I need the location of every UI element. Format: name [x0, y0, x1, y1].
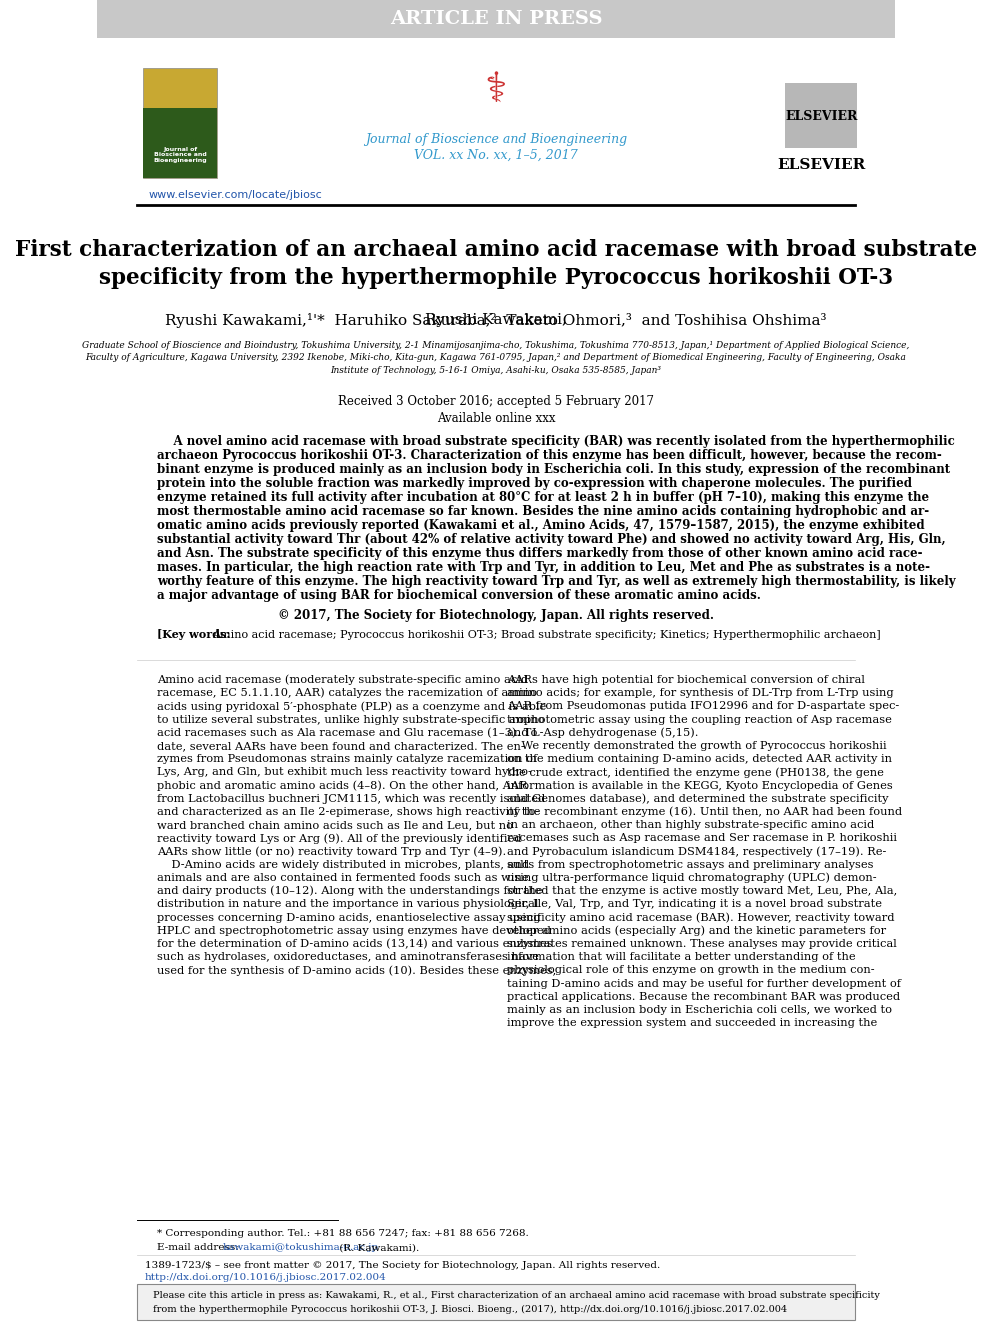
Text: © 2017, The Society for Biotechnology, Japan. All rights reserved.: © 2017, The Society for Biotechnology, J…	[278, 609, 714, 622]
Text: a major advantage of using BAR for biochemical conversion of these aromatic amin: a major advantage of using BAR for bioch…	[157, 590, 761, 602]
Text: from the hyperthermophile Pyrococcus horikoshii OT-3, J. Biosci. Bioeng., (2017): from the hyperthermophile Pyrococcus hor…	[153, 1304, 787, 1314]
Text: archaeon Pyrococcus horikoshii OT-3. Characterization of this enzyme has been di: archaeon Pyrococcus horikoshii OT-3. Cha…	[157, 450, 941, 463]
Text: racemase, EC 5.1.1.10, AAR) catalyzes the racemization of amino: racemase, EC 5.1.1.10, AAR) catalyzes th…	[157, 688, 537, 699]
Text: Ser, Ile, Val, Trp, and Tyr, indicating it is a novel broad substrate: Ser, Ile, Val, Trp, and Tyr, indicating …	[507, 900, 882, 909]
Text: date, several AARs have been found and characterized. The en-: date, several AARs have been found and c…	[157, 741, 525, 751]
Text: Lys, Arg, and Gln, but exhibit much less reactivity toward hydro-: Lys, Arg, and Gln, but exhibit much less…	[157, 767, 532, 778]
Text: on the medium containing D-amino acids, detected AAR activity in: on the medium containing D-amino acids, …	[507, 754, 892, 765]
Text: zymes from Pseudomonas strains mainly catalyze racemization of: zymes from Pseudomonas strains mainly ca…	[157, 754, 538, 765]
Text: ELSEVIER: ELSEVIER	[777, 157, 865, 172]
Text: specificity from the hyperthermophile Pyrococcus horikoshii OT-3: specificity from the hyperthermophile Py…	[99, 267, 893, 288]
Text: the crude extract, identified the enzyme gene (PH0138, the gene: the crude extract, identified the enzyme…	[507, 767, 884, 778]
FancyBboxPatch shape	[137, 1285, 855, 1320]
Text: 1389-1723/$ – see front matter © 2017, The Society for Biotechnology, Japan. All: 1389-1723/$ – see front matter © 2017, T…	[145, 1261, 661, 1270]
Text: information that will facilitate a better understanding of the: information that will facilitate a bette…	[507, 953, 856, 962]
Text: reactivity toward Lys or Arg (9). All of the previously identified: reactivity toward Lys or Arg (9). All of…	[157, 833, 522, 844]
Text: Graduate School of Bioscience and Bioindustry, Tokushima University, 2-1 Minamij: Graduate School of Bioscience and Bioind…	[82, 341, 910, 374]
Text: AARs have high potential for biochemical conversion of chiral: AARs have high potential for biochemical…	[507, 675, 865, 685]
Text: ward branched chain amino acids such as Ile and Leu, but no: ward branched chain amino acids such as …	[157, 820, 513, 831]
Text: racemases such as Asp racemase and Ser racemase in P. horikoshii: racemases such as Asp racemase and Ser r…	[507, 833, 898, 843]
Text: substantial activity toward Thr (about 42% of relative activity toward Phe) and : substantial activity toward Thr (about 4…	[157, 533, 945, 546]
Text: * Corresponding author. Tel.: +81 88 656 7247; fax: +81 88 656 7268.: * Corresponding author. Tel.: +81 88 656…	[157, 1229, 529, 1238]
Text: ELSEVIER: ELSEVIER	[785, 111, 857, 123]
Text: AARs show little (or no) reactivity toward Trp and Tyr (4–9).: AARs show little (or no) reactivity towa…	[157, 847, 506, 857]
Text: specificity amino acid racemase (BAR). However, reactivity toward: specificity amino acid racemase (BAR). H…	[507, 913, 895, 923]
Text: [Key words:: [Key words:	[157, 630, 230, 640]
Text: A novel amino acid racemase with broad substrate specificity (BAR) was recently : A novel amino acid racemase with broad s…	[157, 435, 954, 448]
Text: sults from spectrophotometric assays and preliminary analyses: sults from spectrophotometric assays and…	[507, 860, 874, 869]
Text: phobic and aromatic amino acids (4–8). On the other hand, AAR: phobic and aromatic amino acids (4–8). O…	[157, 781, 528, 791]
Text: enzyme retained its full activity after incubation at 80°C for at least 2 h in b: enzyme retained its full activity after …	[157, 492, 930, 504]
Text: practical applications. Because the recombinant BAR was produced: practical applications. Because the reco…	[507, 992, 901, 1002]
Text: acids using pyridoxal 5′-phosphate (PLP) as a coenzyme and is able: acids using pyridoxal 5′-phosphate (PLP)…	[157, 701, 547, 712]
Text: Ryushi Kawakami,¹'*  Haruhiko Sakuraba,²  Taketo Ohmori,³  and Toshihisa Ohshima: Ryushi Kawakami,¹'* Haruhiko Sakuraba,² …	[166, 312, 826, 328]
Text: and Pyrobaculum islandicum DSM4184, respectively (17–19). Re-: and Pyrobaculum islandicum DSM4184, resp…	[507, 847, 887, 857]
Text: Received 3 October 2016; accepted 5 February 2017: Received 3 October 2016; accepted 5 Febr…	[338, 396, 654, 409]
Text: protein into the soluble fraction was markedly improved by co-expression with ch: protein into the soluble fraction was ma…	[157, 478, 912, 491]
Text: trophotometric assay using the coupling reaction of Asp racemase: trophotometric assay using the coupling …	[507, 714, 892, 725]
Text: mainly as an inclusion body in Escherichia coli cells, we worked to: mainly as an inclusion body in Escherich…	[507, 1005, 892, 1015]
Text: physiological role of this enzyme on growth in the medium con-: physiological role of this enzyme on gro…	[507, 966, 875, 975]
FancyBboxPatch shape	[144, 67, 217, 179]
Text: processes concerning D-amino acids, enantioselective assay using: processes concerning D-amino acids, enan…	[157, 913, 541, 922]
Text: most thermostable amino acid racemase so far known. Besides the nine amino acids: most thermostable amino acid racemase so…	[157, 505, 930, 519]
Text: and Genomes database), and determined the substrate specificity: and Genomes database), and determined th…	[507, 794, 889, 804]
Text: such as hydrolases, oxidoreductases, and aminotransferases have: such as hydrolases, oxidoreductases, and…	[157, 953, 539, 962]
Text: and Asn. The substrate specificity of this enzyme thus differs markedly from tho: and Asn. The substrate specificity of th…	[157, 548, 923, 561]
Text: animals and are also contained in fermented foods such as wine: animals and are also contained in fermen…	[157, 873, 529, 882]
Text: We recently demonstrated the growth of Pyrococcus horikoshii: We recently demonstrated the growth of P…	[507, 741, 887, 751]
Text: improve the expression system and succeeded in increasing the: improve the expression system and succee…	[507, 1019, 878, 1028]
Text: acid racemases such as Ala racemase and Glu racemase (1–3). To: acid racemases such as Ala racemase and …	[157, 728, 538, 738]
Text: ⚕: ⚕	[485, 69, 507, 111]
Text: and characterized as an Ile 2-epimerase, shows high reactivity to-: and characterized as an Ile 2-epimerase,…	[157, 807, 540, 818]
FancyBboxPatch shape	[96, 0, 896, 38]
Text: ARTICLE IN PRESS: ARTICLE IN PRESS	[390, 11, 602, 28]
Text: distribution in nature and the importance in various physiological: distribution in nature and the importanc…	[157, 900, 539, 909]
FancyBboxPatch shape	[785, 83, 857, 148]
Text: (R. Kawakami).: (R. Kawakami).	[335, 1244, 419, 1253]
Text: www.elsevier.com/locate/jbiosc: www.elsevier.com/locate/jbiosc	[149, 191, 322, 200]
Text: Please cite this article in press as: Kawakami, R., et al., First characterizati: Please cite this article in press as: Ka…	[153, 1291, 880, 1301]
Text: Journal of
Bioscience and
Bioengineering: Journal of Bioscience and Bioengineering	[154, 147, 207, 163]
Text: D-Amino acids are widely distributed in microbes, plants, and: D-Amino acids are widely distributed in …	[157, 860, 529, 869]
Text: to utilize several substrates, unlike highly substrate-specific amino: to utilize several substrates, unlike hi…	[157, 714, 545, 725]
Text: substrates remained unknown. These analyses may provide critical: substrates remained unknown. These analy…	[507, 939, 897, 949]
Text: VOL. xx No. xx, 1–5, 2017: VOL. xx No. xx, 1–5, 2017	[414, 148, 578, 161]
Text: Amino acid racemase; Pyrococcus horikoshii OT-3; Broad substrate specificity; Ki: Amino acid racemase; Pyrococcus horikosh…	[212, 630, 881, 640]
Text: and L-Asp dehydrogenase (5,15).: and L-Asp dehydrogenase (5,15).	[507, 728, 698, 738]
Text: other amino acids (especially Arg) and the kinetic parameters for: other amino acids (especially Arg) and t…	[507, 926, 887, 937]
Text: of the recombinant enzyme (16). Until then, no AAR had been found: of the recombinant enzyme (16). Until th…	[507, 807, 903, 818]
Text: used for the synthesis of D-amino acids (10). Besides these enzymes,: used for the synthesis of D-amino acids …	[157, 964, 557, 975]
Text: Ryushi Kawakami,: Ryushi Kawakami,	[425, 314, 567, 327]
Text: from Lactobacillus buchneri JCM1115, which was recently isolated: from Lactobacillus buchneri JCM1115, whi…	[157, 794, 546, 804]
Text: Available online xxx: Available online xxx	[436, 411, 556, 425]
Text: kawakami@tokushima-u.ac.jp: kawakami@tokushima-u.ac.jp	[223, 1244, 379, 1253]
FancyBboxPatch shape	[144, 108, 217, 179]
Text: in an archaeon, other than highly substrate-specific amino acid: in an archaeon, other than highly substr…	[507, 820, 875, 831]
Text: omatic amino acids previously reported (Kawakami et al., Amino Acids, 47, 1579–1: omatic amino acids previously reported (…	[157, 520, 925, 532]
Text: for the determination of D-amino acids (13,14) and various enzymes: for the determination of D-amino acids (…	[157, 939, 553, 950]
Text: amino acids; for example, for synthesis of DL-Trp from L-Trp using: amino acids; for example, for synthesis …	[507, 688, 894, 699]
Text: mases. In particular, the high reaction rate with Trp and Tyr, in addition to Le: mases. In particular, the high reaction …	[157, 561, 930, 574]
Text: E-mail address:: E-mail address:	[157, 1244, 242, 1253]
Text: information is available in the KEGG, Kyoto Encyclopedia of Genes: information is available in the KEGG, Ky…	[507, 781, 893, 791]
Text: strated that the enzyme is active mostly toward Met, Leu, Phe, Ala,: strated that the enzyme is active mostly…	[507, 886, 898, 896]
Text: worthy feature of this enzyme. The high reactivity toward Trp and Tyr, as well a: worthy feature of this enzyme. The high …	[157, 576, 955, 589]
Text: taining D-amino acids and may be useful for further development of: taining D-amino acids and may be useful …	[507, 979, 902, 988]
Text: http://dx.doi.org/10.1016/j.jbiosc.2017.02.004: http://dx.doi.org/10.1016/j.jbiosc.2017.…	[145, 1274, 387, 1282]
Text: Journal of Bioscience and Bioengineering: Journal of Bioscience and Bioengineering	[365, 134, 627, 147]
Text: using ultra-performance liquid chromatography (UPLC) demon-: using ultra-performance liquid chromatog…	[507, 873, 877, 884]
Text: binant enzyme is produced mainly as an inclusion body in Escherichia coli. In th: binant enzyme is produced mainly as an i…	[157, 463, 950, 476]
Text: Amino acid racemase (moderately substrate-specific amino acid: Amino acid racemase (moderately substrat…	[157, 675, 528, 685]
Text: AAR from Pseudomonas putida IFO12996 and for D-aspartate spec-: AAR from Pseudomonas putida IFO12996 and…	[507, 701, 900, 712]
Text: First characterization of an archaeal amino acid racemase with broad substrate: First characterization of an archaeal am…	[15, 239, 977, 261]
Text: HPLC and spectrophotometric assay using enzymes have developed: HPLC and spectrophotometric assay using …	[157, 926, 551, 935]
Text: and dairy products (10–12). Along with the understandings for the: and dairy products (10–12). Along with t…	[157, 886, 543, 897]
